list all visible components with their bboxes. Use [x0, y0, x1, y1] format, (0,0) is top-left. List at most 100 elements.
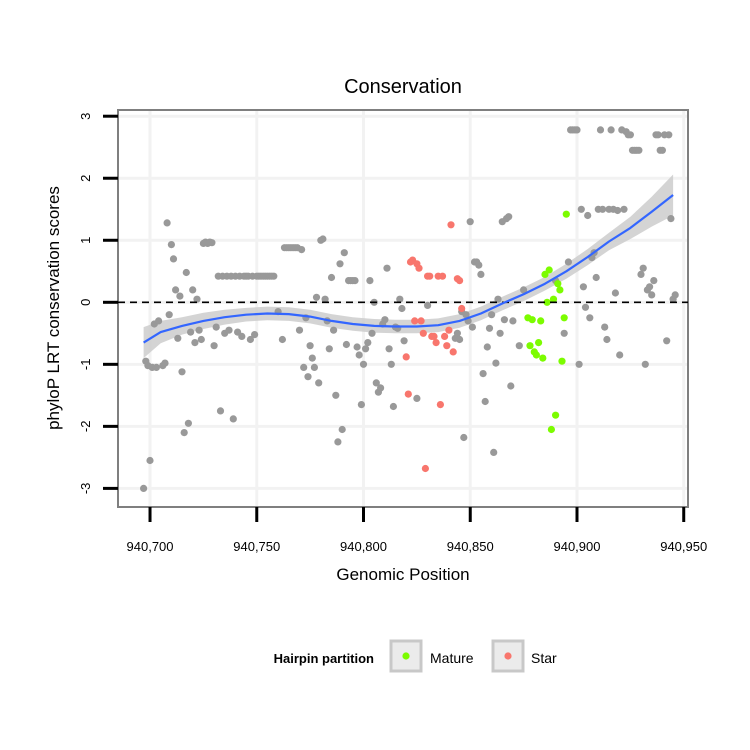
point-other — [637, 270, 645, 278]
point-other — [377, 384, 385, 392]
point-mature — [532, 351, 541, 359]
point-other — [396, 295, 404, 303]
point-other — [635, 146, 643, 154]
point-other — [355, 351, 363, 359]
x-tick-label: 940,800 — [340, 539, 387, 554]
point-other — [327, 273, 336, 282]
point-other — [372, 379, 380, 387]
point-star — [441, 332, 449, 340]
grid-lines — [119, 111, 687, 506]
point-other — [413, 394, 421, 402]
point-other — [182, 268, 190, 277]
y-tick-label: 3 — [78, 113, 93, 120]
point-other — [351, 277, 359, 285]
point-other — [607, 126, 615, 134]
point-other — [251, 331, 259, 339]
point-other — [191, 339, 199, 347]
y-tick-label: 2 — [78, 175, 93, 182]
point-other — [357, 401, 365, 409]
point-star — [436, 401, 444, 409]
point-star — [447, 221, 455, 229]
point-other — [400, 337, 408, 345]
point-other — [658, 146, 667, 154]
point-other — [575, 360, 583, 368]
point-other — [238, 332, 246, 340]
point-star — [445, 326, 453, 334]
point-other — [477, 270, 485, 278]
point-star — [438, 272, 447, 280]
point-other — [671, 291, 679, 299]
y-axis-label: phyloP LRT conservation scores — [44, 186, 63, 430]
point-other — [500, 316, 508, 324]
point-mature — [554, 280, 562, 288]
point-other — [424, 301, 432, 309]
point-other — [483, 343, 491, 351]
point-mature — [547, 425, 556, 434]
point-other — [654, 131, 662, 139]
y-tick-label: 1 — [78, 237, 93, 244]
point-other — [321, 295, 329, 303]
point-other — [596, 126, 605, 134]
point-other — [295, 326, 304, 334]
point-other — [172, 286, 180, 294]
point-other — [385, 345, 393, 353]
legend-title: Hairpin partition — [274, 651, 374, 666]
point-mature — [528, 316, 536, 324]
legend: Hairpin partition Mature Star — [274, 639, 557, 673]
point-other — [581, 303, 590, 311]
point-other — [515, 342, 523, 350]
x-tick-label: 940,850 — [447, 539, 494, 554]
point-star — [458, 304, 466, 313]
x-tick-label: 940,750 — [233, 539, 280, 554]
point-other — [152, 363, 160, 371]
point-other — [507, 382, 515, 390]
point-other — [155, 317, 163, 325]
point-other — [189, 286, 197, 294]
point-other — [641, 360, 649, 368]
point-star — [430, 332, 438, 340]
point-mature — [535, 339, 543, 347]
point-other — [479, 370, 487, 378]
point-other — [216, 407, 225, 415]
point-other — [505, 213, 513, 221]
point-other — [560, 329, 568, 337]
point-other — [225, 326, 233, 334]
point-other — [520, 286, 528, 294]
point-star — [417, 317, 425, 325]
point-other — [462, 311, 470, 319]
point-mature — [558, 357, 566, 365]
x-tick-label: 940,700 — [127, 539, 174, 554]
legend-label-mature: Mature — [430, 650, 474, 666]
point-other — [468, 323, 476, 331]
point-star — [402, 353, 410, 361]
x-axis-label: Genomic Position — [336, 565, 469, 584]
point-other — [278, 335, 286, 344]
point-other — [353, 343, 361, 351]
point-other — [308, 354, 316, 362]
point-other — [336, 260, 344, 268]
point-other — [579, 283, 588, 291]
point-other — [210, 342, 218, 350]
y-tick-label: 0 — [78, 299, 93, 306]
point-other — [650, 277, 658, 285]
point-other — [614, 206, 622, 215]
point-other — [387, 360, 395, 368]
y-tick-label: -3 — [78, 483, 93, 495]
point-other — [197, 335, 205, 344]
point-other — [398, 304, 406, 313]
point-star — [404, 390, 412, 398]
chart-title: Conservation — [344, 76, 462, 98]
point-other — [648, 291, 656, 299]
point-other — [616, 351, 624, 359]
point-other — [310, 363, 318, 371]
point-other — [163, 219, 171, 227]
point-other — [466, 218, 474, 226]
point-other — [620, 205, 628, 213]
point-other — [146, 456, 154, 465]
point-mature — [526, 342, 534, 350]
point-other — [167, 241, 175, 249]
point-other — [208, 239, 216, 247]
point-other — [626, 131, 635, 139]
legend-dot-mature — [402, 652, 410, 660]
point-other — [229, 415, 237, 423]
